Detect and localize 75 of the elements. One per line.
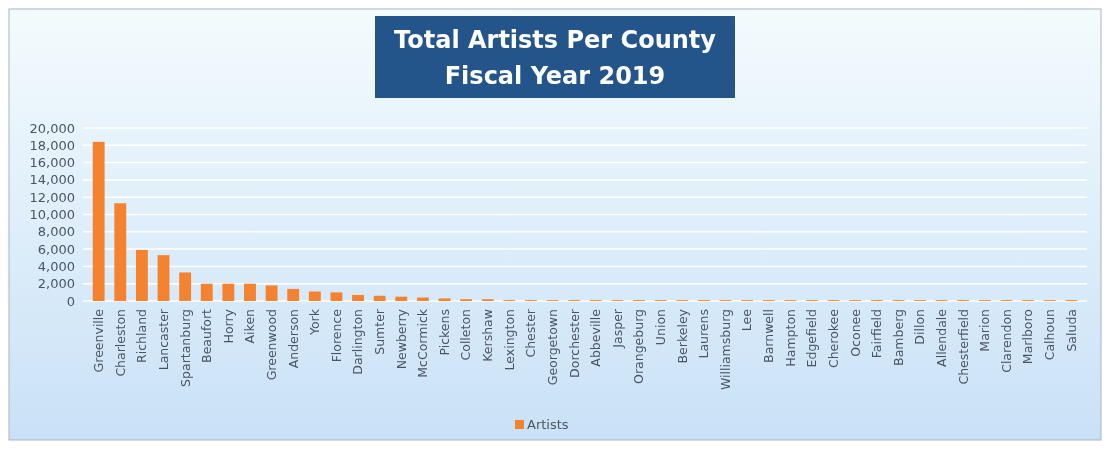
x-tick-label: Edgefield — [804, 309, 820, 368]
y-tick-label: 12,000 — [29, 189, 75, 205]
bar — [395, 296, 408, 301]
x-tick-label: Berkeley — [674, 308, 690, 364]
x-tick-label: Greenville — [91, 308, 107, 373]
x-tick-label: Dillon — [912, 309, 928, 345]
bar — [135, 249, 148, 301]
y-tick-label: 6,000 — [37, 241, 75, 257]
legend-label: Artists — [527, 417, 569, 432]
bar — [330, 292, 343, 301]
bar — [222, 283, 235, 301]
x-tick-label: Greenwood — [263, 309, 279, 381]
x-tick-label: Lexington — [501, 309, 517, 371]
x-tick-label: Barnwell — [761, 309, 777, 363]
x-tick-label: Pickens — [436, 309, 452, 356]
x-tick-label: Williamsburg — [717, 309, 733, 391]
x-tick-label: Dorchester — [566, 308, 582, 378]
x-tick-label: Jasper — [609, 308, 625, 349]
y-tick-label: 4,000 — [37, 258, 75, 274]
x-tick-label: Allendale — [934, 308, 950, 367]
x-tick-label: Kershaw — [480, 309, 496, 362]
x-tick-label: Darlington — [350, 309, 366, 375]
bar — [308, 291, 321, 301]
x-tick-label: Marlboro — [1020, 309, 1036, 365]
x-tick-label: York — [307, 308, 323, 337]
x-tick-label: Cherokee — [825, 308, 841, 369]
x-tick-label: McCormick — [415, 308, 431, 378]
x-tick-label: Aiken — [242, 309, 258, 344]
y-tick-label: 0 — [66, 293, 75, 309]
bar — [114, 203, 127, 301]
bar — [265, 285, 278, 301]
x-tick-label: Bamberg — [890, 309, 906, 366]
x-tick-label: Chester — [523, 308, 539, 358]
bar — [244, 283, 256, 301]
bar — [373, 295, 386, 301]
x-tick-label: Lee — [739, 308, 755, 332]
x-tick-label: Georgetown — [544, 309, 560, 386]
x-tick-label: Oconee — [847, 308, 863, 357]
bar — [352, 294, 364, 301]
x-tick-label: Sumter — [372, 308, 388, 355]
x-tick-label: Richland — [134, 309, 150, 363]
y-tick-label: 16,000 — [29, 155, 75, 171]
bar — [157, 255, 170, 301]
x-tick-label: Union — [653, 309, 669, 346]
bar — [287, 288, 300, 301]
x-tick-label: Calhoun — [1042, 309, 1058, 361]
x-tick-label: Anderson — [285, 309, 301, 369]
x-tick-label: Clarendon — [998, 309, 1014, 373]
bar — [438, 298, 451, 301]
x-tick-label: Spartanburg — [177, 309, 193, 387]
y-tick-label: 18,000 — [29, 137, 75, 153]
y-tick-label: 10,000 — [29, 207, 75, 223]
y-tick-label: 14,000 — [29, 172, 75, 188]
x-tick-label: Hampton — [782, 309, 798, 367]
x-tick-label: Beaufort — [199, 308, 215, 363]
x-tick-label: Saluda — [1063, 309, 1079, 352]
x-tick-label: Horry — [220, 308, 236, 344]
x-tick-label: Orangeburg — [631, 309, 647, 384]
x-tick-label: Colleton — [458, 309, 474, 361]
x-tick-label: Chesterfield — [955, 309, 971, 385]
chart-title: Total Artists Per County Fiscal Year 2019 — [394, 26, 717, 90]
x-tick-label: Laurens — [696, 309, 712, 359]
x-tick-label: Fairfield — [869, 309, 885, 359]
y-tick-label: 2,000 — [37, 276, 75, 292]
y-tick-label: 20,000 — [29, 120, 75, 136]
x-tick-label: Marion — [977, 309, 993, 352]
x-tick-label: Abbeville — [588, 308, 604, 367]
x-tick-label: Charleston — [112, 309, 128, 377]
bar — [92, 141, 105, 301]
y-tick-label: 8,000 — [37, 224, 75, 240]
x-tick-label: Florence — [328, 308, 344, 363]
bar — [179, 272, 192, 301]
bar — [200, 283, 213, 301]
x-tick-label: Newberry — [393, 308, 409, 370]
x-tick-label: Lancaster — [155, 308, 171, 371]
